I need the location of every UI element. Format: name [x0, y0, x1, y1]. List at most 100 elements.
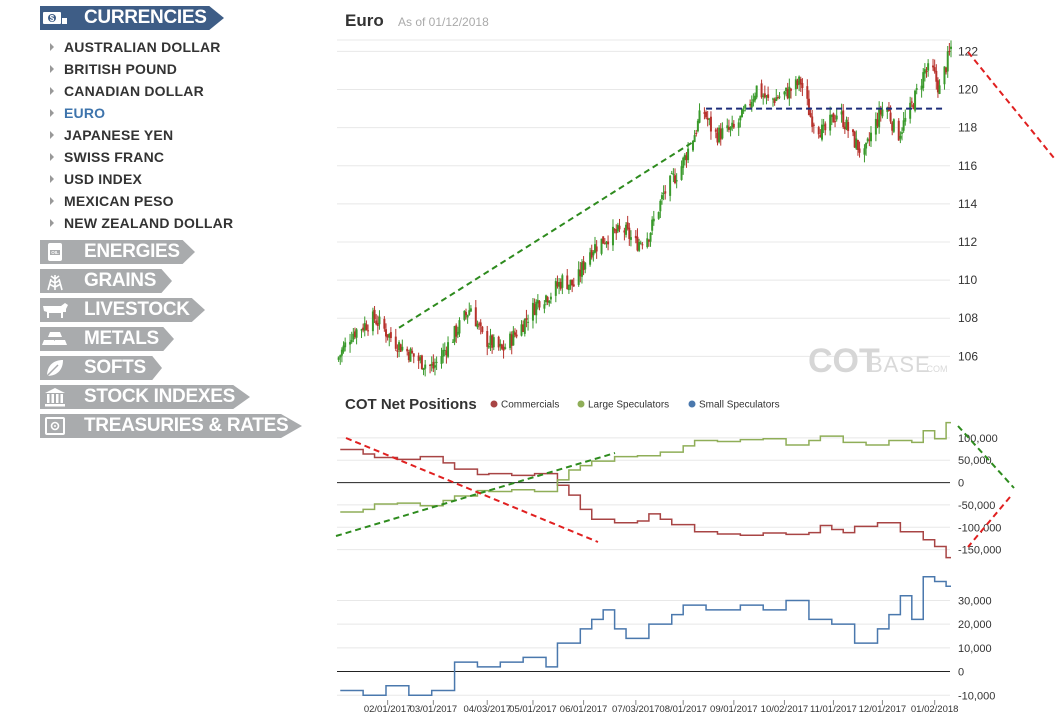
candle-body — [729, 127, 732, 130]
candle-body — [445, 350, 448, 356]
candle-body — [858, 148, 861, 153]
currency-item-label: USD INDEX — [64, 171, 143, 187]
currency-item-usd-index[interactable]: USD INDEX — [40, 168, 310, 190]
currency-item-swiss-franc[interactable]: SWISS FRANC — [40, 146, 310, 168]
price-tick-label: 106 — [958, 349, 978, 363]
candle-body — [773, 99, 776, 103]
currency-item-label: NEW ZEALAND DOLLAR — [64, 215, 234, 231]
candle-body — [799, 78, 802, 85]
legend-label: Small Speculators — [699, 400, 780, 411]
candle-body — [843, 126, 846, 130]
candle-body — [878, 109, 881, 128]
candle-body — [749, 104, 752, 106]
candle-body — [798, 76, 801, 85]
category-label: ENERGIES — [84, 241, 180, 262]
candle-body — [915, 88, 918, 90]
category-stock-indexes[interactable]: STOCK INDEXES — [40, 385, 250, 409]
candle-body — [754, 95, 757, 101]
category-metals[interactable]: METALS — [40, 327, 174, 351]
candle-body — [558, 281, 561, 287]
candle-body — [384, 329, 387, 337]
candle-body — [626, 222, 629, 229]
candle-body — [835, 115, 838, 120]
candle-body — [662, 193, 665, 195]
x-tick-label: 07/03/2017 — [612, 704, 660, 715]
candle-body — [705, 111, 708, 118]
candle-body — [750, 102, 753, 108]
candle-body — [832, 113, 835, 123]
candle-body — [527, 321, 530, 323]
currency-item-british-pound[interactable]: BRITISH POUND — [40, 58, 310, 80]
candle-body — [388, 333, 391, 338]
candle-body — [419, 357, 422, 361]
candle-body — [399, 344, 402, 352]
candle-body — [845, 119, 848, 130]
currency-item-canadian-dollar[interactable]: CANADIAN DOLLAR — [40, 80, 310, 102]
candle-body — [549, 296, 552, 300]
cow-icon — [40, 298, 70, 322]
currency-item-mexican-peso[interactable]: MEXICAN PESO — [40, 190, 310, 212]
price-tick-label: 110 — [958, 273, 977, 287]
candle-body — [417, 355, 420, 361]
category-treasuries-rates[interactable]: TREASURIES & RATES — [40, 414, 302, 438]
candle-body — [641, 244, 644, 246]
candle-body — [806, 86, 809, 99]
candle-body — [443, 349, 446, 351]
candle-body — [863, 148, 866, 155]
trendline-red — [967, 51, 1055, 159]
candle-body — [430, 364, 433, 366]
currency-list: AUSTRALIAN DOLLAR BRITISH POUND CANADIAN D… — [40, 36, 310, 234]
currency-item-new-zealand-dollar[interactable]: NEW ZEALAND DOLLAR — [40, 212, 310, 234]
candle-body — [760, 83, 763, 98]
svg-text:OIL: OIL — [51, 250, 59, 255]
candle-body — [874, 118, 877, 135]
candle-body — [811, 116, 814, 127]
candle-body — [629, 237, 632, 240]
cot-tick-label: 50,000 — [958, 455, 992, 467]
candle-body — [892, 119, 895, 132]
candle-body — [623, 230, 626, 233]
candle-body — [657, 212, 660, 219]
category-energies[interactable]: OIL ENERGIES — [40, 240, 195, 264]
candle-body — [923, 69, 926, 74]
chevron-right-icon — [50, 153, 54, 161]
candle-body — [352, 333, 355, 340]
chevron-right-icon — [50, 131, 54, 139]
currency-item-euro[interactable]: EURO — [40, 102, 310, 124]
category-livestock[interactable]: LIVESTOCK — [40, 298, 205, 322]
trendline-green — [398, 140, 696, 329]
sidebar: $ CURRENCIES AUSTRALIAN DOLLAR BRITISH PO… — [40, 6, 310, 443]
candle-body — [755, 85, 758, 98]
candle-body — [590, 250, 593, 258]
currency-item-australian-dollar[interactable]: AUSTRALIAN DOLLAR — [40, 36, 310, 58]
candle-body — [866, 138, 869, 142]
category-currencies[interactable]: $ CURRENCIES — [40, 6, 224, 30]
candle-body — [719, 128, 722, 140]
candle-body — [491, 335, 494, 348]
candle-body — [566, 275, 569, 290]
candle-body — [902, 120, 905, 131]
category-grains[interactable]: GRAINS — [40, 269, 172, 293]
candle-body — [360, 329, 363, 331]
candle-body — [855, 138, 858, 149]
currency-item-japanese-yen[interactable]: JAPANESE YEN — [40, 124, 310, 146]
candle-body — [584, 262, 587, 270]
x-tick-label: 10/02/2017 — [761, 704, 809, 715]
price-tick-label: 116 — [958, 159, 977, 173]
candle-body — [373, 309, 376, 320]
candle-body — [762, 95, 765, 97]
candle-body — [531, 302, 534, 321]
candle-body — [600, 238, 603, 254]
candle-body — [371, 311, 374, 332]
candle-body — [510, 334, 513, 346]
candle-body — [386, 334, 389, 338]
category-softs[interactable]: SOFTS — [40, 356, 162, 380]
candle-body — [453, 326, 456, 342]
series-line-commercials — [340, 448, 951, 559]
price-tick-label: 112 — [958, 235, 977, 249]
candle-body — [383, 318, 386, 329]
candle-body — [721, 128, 724, 139]
candle-body — [718, 127, 721, 143]
small-spec-tick-label: 30,000 — [958, 595, 992, 607]
candle-body — [897, 120, 900, 141]
